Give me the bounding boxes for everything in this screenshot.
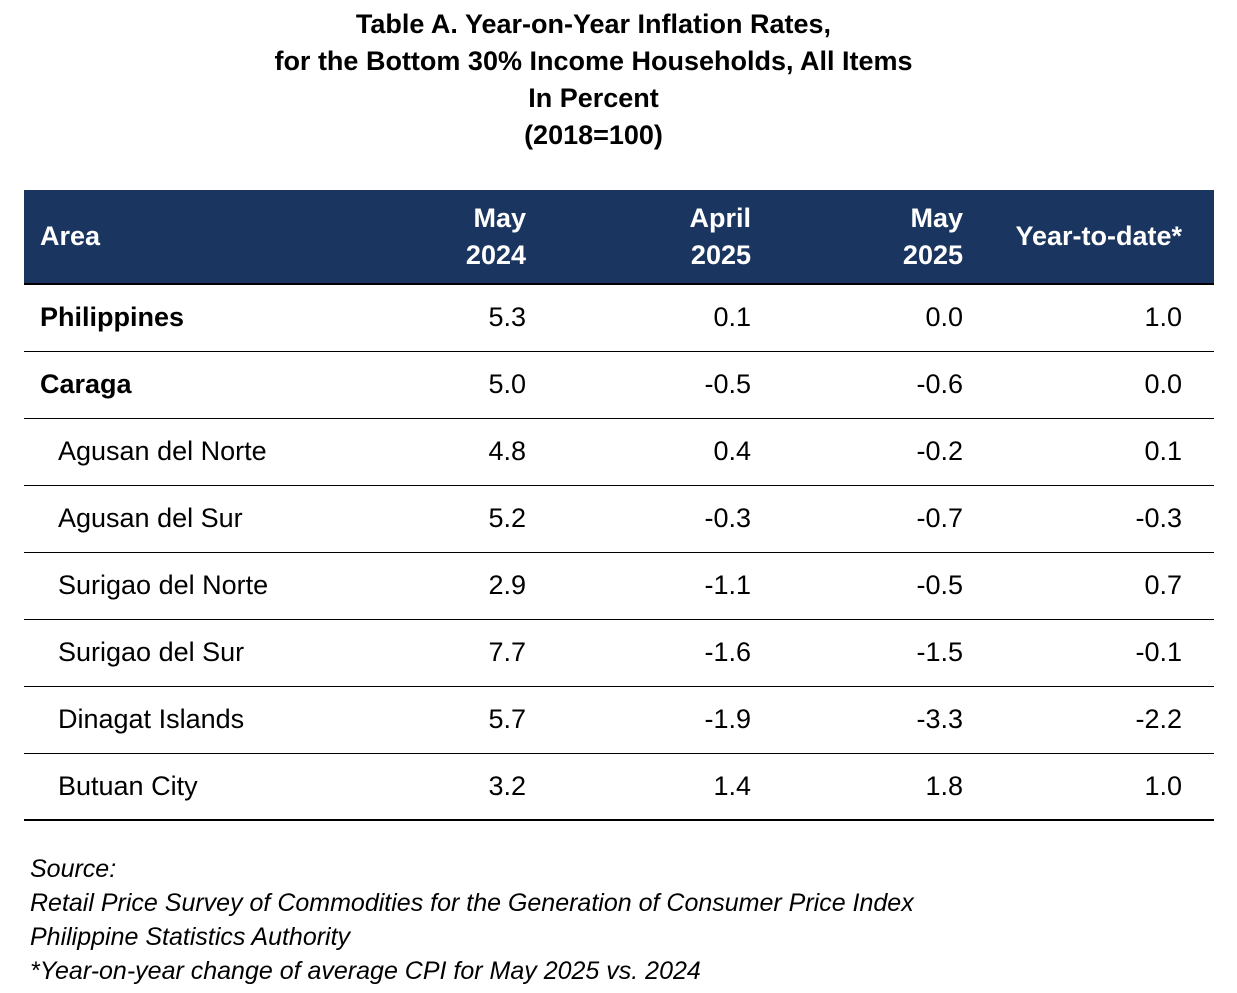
value-cell-year-to-date: 0.1 bbox=[971, 418, 1214, 486]
value-cell-may-2024: 5.0 bbox=[334, 351, 534, 419]
value-cell-may-2025: 0.0 bbox=[759, 284, 971, 352]
column-header-may-2024-month: May bbox=[473, 202, 526, 233]
area-cell: Dinagat Islands bbox=[24, 686, 334, 754]
value-cell-may-2025: -0.7 bbox=[759, 485, 971, 553]
area-cell: Surigao del Norte bbox=[24, 552, 334, 620]
footnote-year-to-date: *Year-on-year change of average CPI for … bbox=[30, 957, 701, 985]
column-header-april-2025-year: 2025 bbox=[690, 239, 751, 270]
column-header-may-2024: May 2024 bbox=[334, 190, 534, 285]
title-line-1: Table A. Year-on-Year Inflation Rates, bbox=[355, 9, 832, 39]
value-cell-may-2024: 7.7 bbox=[334, 619, 534, 687]
header-row: Area May 2024 April 2025 May 2025 Year-t… bbox=[24, 190, 1214, 285]
area-cell: Caraga bbox=[24, 351, 334, 419]
area-cell: Agusan del Norte bbox=[24, 418, 334, 486]
title-line-3: In Percent bbox=[528, 83, 659, 113]
table-row-philippines: Philippines 5.3 0.1 0.0 1.0 bbox=[24, 284, 1214, 352]
value-cell-may-2025: -0.6 bbox=[759, 351, 971, 419]
table-row-agusan-del-norte: Agusan del Norte 4.8 0.4 -0.2 0.1 bbox=[24, 418, 1214, 486]
value-cell-april-2025: 0.1 bbox=[534, 284, 759, 352]
source-agency: Philippine Statistics Authority bbox=[30, 923, 351, 951]
value-cell-year-to-date: 0.0 bbox=[971, 351, 1214, 419]
column-header-may-2024-year: 2024 bbox=[465, 239, 526, 270]
value-cell-year-to-date: -0.1 bbox=[971, 619, 1214, 687]
source-notes: Source: Retail Price Survey of Commoditi… bbox=[30, 852, 914, 988]
column-header-may-2025: May 2025 bbox=[759, 190, 971, 285]
value-cell-may-2024: 5.2 bbox=[334, 485, 534, 553]
value-cell-may-2024: 3.2 bbox=[334, 753, 534, 821]
value-cell-year-to-date: -0.3 bbox=[971, 485, 1214, 553]
column-header-april-2025: April 2025 bbox=[534, 190, 759, 285]
value-cell-year-to-date: 0.7 bbox=[971, 552, 1214, 620]
area-cell: Butuan City bbox=[24, 753, 334, 821]
table-header: Area May 2024 April 2025 May 2025 Year-t… bbox=[24, 190, 1214, 285]
value-cell-may-2024: 4.8 bbox=[334, 418, 534, 486]
value-cell-year-to-date: 1.0 bbox=[971, 753, 1214, 821]
column-header-april-2025-month: April bbox=[689, 202, 751, 233]
column-header-may-2025-year: 2025 bbox=[902, 239, 963, 270]
column-header-may-2025-month: May bbox=[910, 202, 963, 233]
source-survey: Retail Price Survey of Commodities for t… bbox=[30, 889, 914, 917]
column-header-year-to-date: Year-to-date* bbox=[971, 190, 1214, 285]
area-cell: Agusan del Sur bbox=[24, 485, 334, 553]
value-cell-year-to-date: -2.2 bbox=[971, 686, 1214, 754]
table-title: Table A. Year-on-Year Inflation Rates, f… bbox=[0, 6, 1187, 154]
table-row-caraga: Caraga 5.0 -0.5 -0.6 0.0 bbox=[24, 351, 1214, 419]
table-row-surigao-del-norte: Surigao del Norte 2.9 -1.1 -0.5 0.7 bbox=[24, 552, 1214, 620]
title-line-2: for the Bottom 30% Income Households, Al… bbox=[274, 46, 913, 76]
table-row-agusan-del-sur: Agusan del Sur 5.2 -0.3 -0.7 -0.3 bbox=[24, 485, 1214, 553]
value-cell-year-to-date: 1.0 bbox=[971, 284, 1214, 352]
value-cell-april-2025: 0.4 bbox=[534, 418, 759, 486]
area-cell: Surigao del Sur bbox=[24, 619, 334, 687]
value-cell-may-2025: -0.2 bbox=[759, 418, 971, 486]
value-cell-april-2025: -1.6 bbox=[534, 619, 759, 687]
value-cell-april-2025: -0.3 bbox=[534, 485, 759, 553]
value-cell-may-2024: 5.3 bbox=[334, 284, 534, 352]
inflation-table: Area May 2024 April 2025 May 2025 Year-t… bbox=[24, 190, 1214, 821]
value-cell-april-2025: -1.9 bbox=[534, 686, 759, 754]
value-cell-may-2025: -1.5 bbox=[759, 619, 971, 687]
value-cell-may-2025: -3.3 bbox=[759, 686, 971, 754]
value-cell-april-2025: -0.5 bbox=[534, 351, 759, 419]
table-body: Philippines 5.3 0.1 0.0 1.0 Caraga 5.0 -… bbox=[24, 284, 1214, 821]
value-cell-may-2025: -0.5 bbox=[759, 552, 971, 620]
title-line-4: (2018=100) bbox=[524, 120, 663, 150]
table-row-dinagat-islands: Dinagat Islands 5.7 -1.9 -3.3 -2.2 bbox=[24, 686, 1214, 754]
table-row-surigao-del-sur: Surigao del Sur 7.7 -1.6 -1.5 -0.1 bbox=[24, 619, 1214, 687]
value-cell-april-2025: 1.4 bbox=[534, 753, 759, 821]
column-header-area: Area bbox=[24, 190, 334, 285]
value-cell-may-2024: 5.7 bbox=[334, 686, 534, 754]
value-cell-may-2025: 1.8 bbox=[759, 753, 971, 821]
table-row-butuan-city: Butuan City 3.2 1.4 1.8 1.0 bbox=[24, 753, 1214, 821]
area-cell: Philippines bbox=[24, 284, 334, 352]
value-cell-may-2024: 2.9 bbox=[334, 552, 534, 620]
value-cell-april-2025: -1.1 bbox=[534, 552, 759, 620]
source-label: Source: bbox=[30, 855, 117, 883]
